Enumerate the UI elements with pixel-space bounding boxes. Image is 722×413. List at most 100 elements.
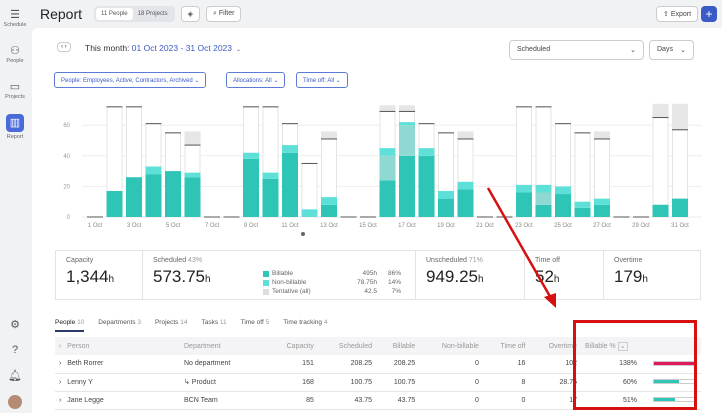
bar-billable: [555, 194, 571, 217]
notifications-icon[interactable]: 🔔︎: [8, 370, 22, 382]
col-person[interactable]: › Person: [55, 337, 180, 355]
avatar[interactable]: [0, 395, 30, 409]
tab-people[interactable]: People 10: [55, 319, 85, 332]
col-overtime[interactable]: Overtime: [529, 337, 581, 355]
bar-non-billable: [262, 172, 279, 179]
mode-select[interactable]: Scheduled ⌄: [509, 40, 644, 60]
y-tick-label: 60: [63, 123, 70, 129]
timeoff-cell: 8: [482, 373, 530, 392]
sidebar-item-people[interactable]: ⚇ People: [0, 44, 30, 64]
bar-non-billable: [243, 152, 259, 159]
filter-button[interactable]: ⌕ Filter: [206, 6, 242, 22]
bar-billable: [126, 177, 142, 217]
folder-icon: ▭: [9, 81, 21, 93]
export-button[interactable]: ⇪ Export: [656, 6, 699, 22]
tab-time-tracking[interactable]: Time tracking 4: [283, 319, 328, 326]
settings-icon[interactable]: ⚙: [10, 319, 20, 331]
bar-billable: [535, 204, 552, 217]
timeoff-filter[interactable]: Time off: All ⌄: [296, 72, 348, 88]
table-row[interactable]: › Beth Rorrer No department 151 208.25 2…: [55, 355, 701, 374]
layers-button[interactable]: ◈: [180, 6, 201, 22]
col-capacity[interactable]: Capacity: [268, 337, 318, 355]
summary-stats: Capacity 1,344h Scheduled 43% 573.75h Bill…: [55, 250, 701, 300]
bar-billable: [262, 178, 279, 217]
x-tick-label: 23 Oct: [515, 223, 533, 229]
col-timeoff[interactable]: Time off: [482, 337, 530, 355]
person-cell[interactable]: › Jane Legge: [55, 391, 180, 410]
sort-icon: ⌄: [617, 342, 628, 351]
scheduled-cell: 100.75: [317, 373, 376, 392]
bar-non-billable: [457, 181, 474, 190]
col-nonbillable[interactable]: Non-billable: [419, 337, 483, 355]
report-tabs: People 10 Departments 3 Projects 14 Task…: [55, 319, 327, 332]
sidebar-item-projects[interactable]: ▭ Projects: [0, 80, 30, 100]
x-tick-label: 11 Oct: [281, 223, 299, 229]
tab-timeoff[interactable]: Time off 5: [240, 319, 270, 326]
tab-projects[interactable]: Projects 14: [154, 319, 188, 326]
x-tick-label: 31 Oct: [671, 223, 689, 229]
bar-non-billable: [438, 190, 454, 199]
y-tick-label: 20: [63, 184, 70, 190]
bar-tentative-billable: [379, 155, 396, 181]
sidebar-item-schedule[interactable]: ☰ Schedule: [0, 8, 30, 28]
table-row[interactable]: › Lenny Y ↳ Product 168 100.75 100.75 0 …: [55, 373, 701, 392]
view-toggle: 11 People 18 Projects: [94, 6, 175, 22]
x-tick-label: 1 Oct: [88, 223, 103, 229]
bar-billable: [399, 155, 415, 217]
allocations-filter[interactable]: Allocations: All ⌄: [226, 72, 286, 88]
sidebar-item-report[interactable]: ▥ Report: [0, 114, 30, 140]
tentative-bar: [652, 103, 669, 118]
bar-billable: [594, 204, 610, 217]
x-tick-label: 17 Oct: [398, 223, 416, 229]
people-toggle[interactable]: 11 People: [96, 8, 133, 20]
legend-billable: Billable 495h 86%: [263, 269, 403, 278]
tab-departments[interactable]: Departments 3: [98, 319, 141, 326]
billable-bar-cell: [641, 373, 701, 392]
col-scheduled[interactable]: Scheduled: [317, 337, 376, 355]
nonbillable-cell: 0: [419, 373, 483, 392]
bar-non-billable: [301, 209, 318, 217]
col-billable[interactable]: Billable: [376, 337, 420, 355]
people-filter[interactable]: People: Employees, Active, Contractors, …: [54, 72, 207, 88]
tentative-bar: [672, 103, 688, 130]
report-card: ‹ › This month: 01 Oct 2023 - 31 Oct 202…: [32, 28, 722, 413]
date-range[interactable]: This month: 01 Oct 2023 - 31 Oct 2023 ⌄: [85, 43, 242, 53]
bar-chart: 0 20 40 60 1 Oct 3 Oct 5 Oct 7 Oct 9 Oct 11 Oct 13…: [63, 103, 702, 229]
tab-tasks[interactable]: Tasks 11: [201, 319, 227, 326]
x-tick-label: 5 Oct: [166, 223, 181, 229]
x-tick-label: 3 Oct: [127, 223, 142, 229]
projects-toggle[interactable]: 18 Projects: [137, 11, 168, 17]
add-button[interactable]: +: [701, 6, 717, 22]
tentative-bar: [379, 105, 396, 112]
capacity-cell: 168: [268, 373, 318, 392]
pagination-dot[interactable]: [301, 232, 305, 236]
person-cell[interactable]: › Beth Rorrer: [55, 355, 180, 374]
people-icon: ⚇: [10, 45, 20, 57]
bar-billable: [184, 177, 201, 217]
bar-non-billable: [555, 186, 571, 195]
date-nav-buttons[interactable]: ‹ ›: [57, 42, 71, 52]
x-tick-label: 25 Oct: [554, 223, 572, 229]
bar-non-billable: [535, 184, 552, 193]
bar-billable: [652, 204, 669, 217]
table-row[interactable]: › Jane Legge BCN Team 85 43.75 43.75 0 0…: [55, 391, 701, 410]
unit-select[interactable]: Days ⌄: [649, 40, 694, 60]
table-header: › Person Department Capacity Scheduled B…: [55, 337, 701, 355]
x-tick-label: 21 Oct: [476, 223, 494, 229]
person-cell[interactable]: › Lenny Y: [55, 373, 180, 392]
highlight-box: [573, 320, 697, 410]
bar-tentative-billable: [399, 125, 415, 156]
help-icon[interactable]: ?: [11, 344, 19, 356]
bar-non-billable: [379, 148, 396, 156]
col-department[interactable]: Department: [180, 337, 268, 355]
bar-non-billable: [145, 166, 162, 175]
bar-billable: [574, 207, 591, 217]
y-tick-label: 40: [63, 154, 70, 160]
bar-non-billable: [516, 184, 532, 193]
bar-billable: [418, 155, 435, 217]
x-tick-label: 9 Oct: [244, 223, 259, 229]
x-tick-label: 13 Oct: [320, 223, 338, 229]
col-billable-pct[interactable]: Billable % ⌄: [581, 337, 641, 355]
stat-overtime: Overtime 179h: [614, 257, 648, 286]
bar-billable: [516, 192, 532, 217]
